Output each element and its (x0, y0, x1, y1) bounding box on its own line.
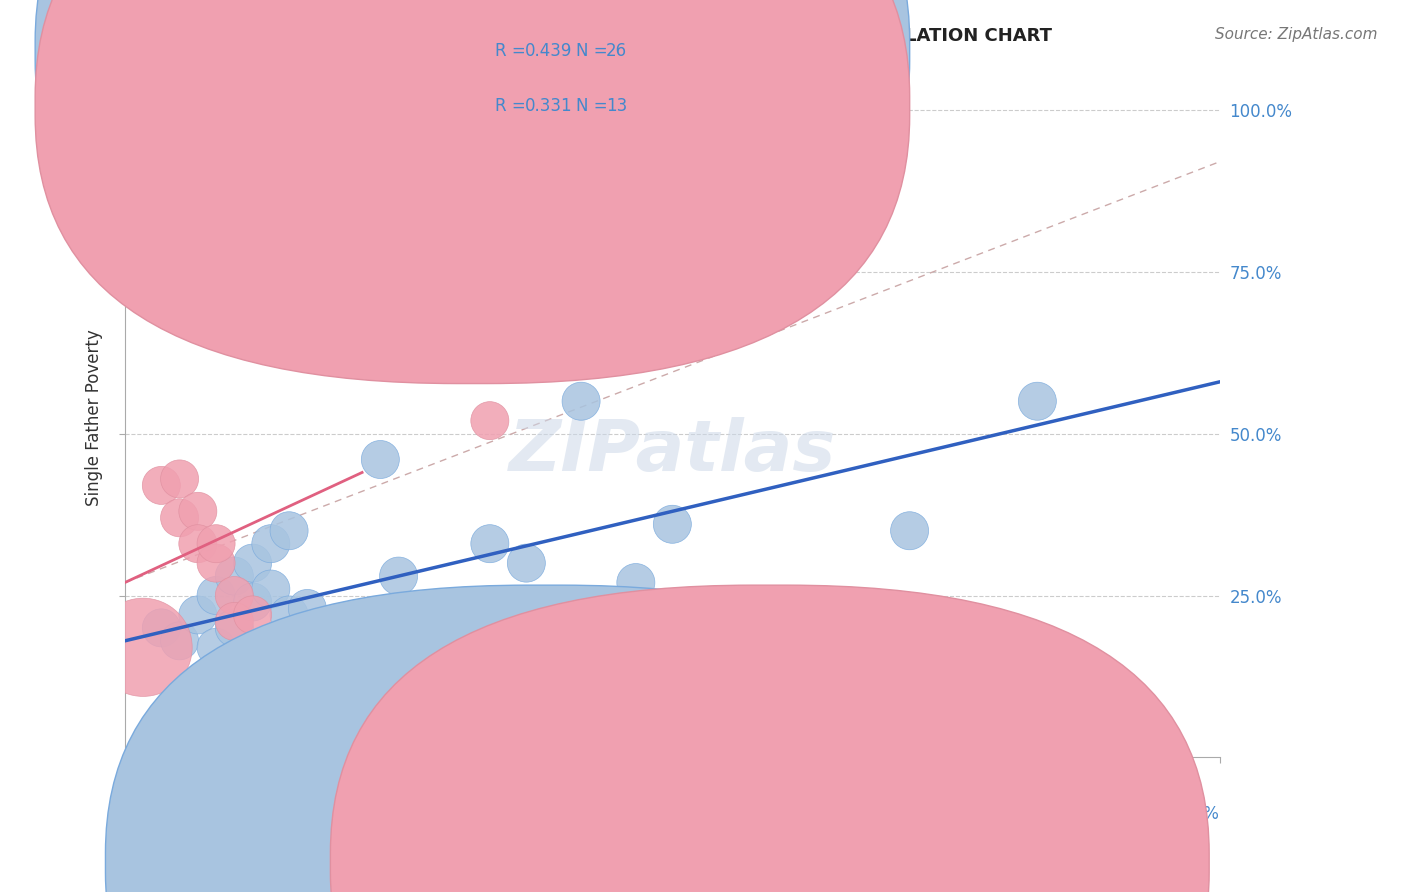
Text: 26: 26 (606, 42, 627, 60)
Text: Immigrants from Latvia: Immigrants from Latvia (794, 855, 974, 870)
Point (260, 537, 283, 551)
Point (569, 394, 592, 409)
Text: 0.0%: 0.0% (125, 805, 167, 823)
Point (278, 607, 301, 622)
Point (205, 589, 228, 603)
Point (515, 556, 537, 570)
Point (224, 621, 246, 635)
Text: Spanish Americans: Spanish Americans (569, 855, 716, 870)
Point (624, 575, 647, 590)
Text: 0.439: 0.439 (524, 42, 572, 60)
Point (187, 607, 209, 622)
Point (205, 640, 228, 655)
Point (297, 601, 319, 615)
Text: 0.331: 0.331 (524, 97, 572, 115)
Point (260, 582, 283, 596)
Text: R =: R = (495, 42, 531, 60)
Point (169, 510, 191, 524)
Point (278, 524, 301, 538)
Text: 6.0%: 6.0% (1178, 805, 1220, 823)
Y-axis label: Single Father Poverty: Single Father Poverty (86, 329, 103, 506)
Point (169, 472, 191, 486)
Point (370, 452, 392, 467)
Point (187, 504, 209, 518)
Text: SPANISH AMERICAN VS IMMIGRANTS FROM LATVIA SINGLE FATHER POVERTY CORRELATION CHA: SPANISH AMERICAN VS IMMIGRANTS FROM LATV… (56, 27, 1052, 45)
Text: ZIPatlas: ZIPatlas (509, 417, 837, 486)
Text: Source: ZipAtlas.com: Source: ZipAtlas.com (1215, 27, 1378, 42)
Point (352, 633, 374, 648)
Point (333, 633, 356, 648)
Point (1026, 394, 1049, 409)
Point (242, 556, 264, 570)
Point (187, 537, 209, 551)
Point (478, 414, 501, 428)
Point (333, 633, 356, 648)
Point (169, 633, 191, 648)
Point (205, 556, 228, 570)
Point (205, 537, 228, 551)
Point (898, 524, 921, 538)
Point (132, 640, 155, 655)
Point (297, 627, 319, 641)
Text: N =: N = (576, 42, 613, 60)
Point (242, 607, 264, 622)
Point (224, 615, 246, 629)
Text: R =: R = (495, 97, 531, 115)
Point (661, 517, 683, 532)
Point (242, 595, 264, 609)
Point (224, 569, 246, 583)
Point (150, 478, 173, 492)
Point (387, 569, 409, 583)
Text: N =: N = (576, 97, 613, 115)
Text: 13: 13 (606, 97, 627, 115)
Point (224, 589, 246, 603)
Point (150, 621, 173, 635)
Point (478, 537, 501, 551)
